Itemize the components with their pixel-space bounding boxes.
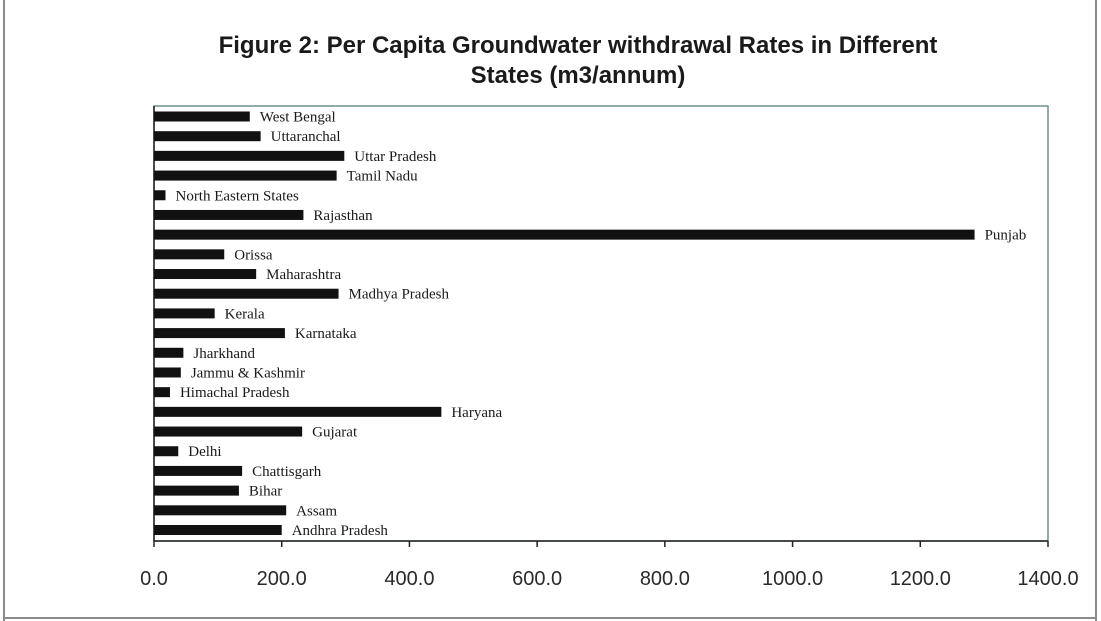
bar-jharkhand	[154, 347, 184, 358]
category-label-jammu-kashmir: Jammu & Kashmir	[191, 365, 305, 381]
x-tick-label: 1000.0	[762, 568, 823, 590]
bar-punjab	[154, 229, 975, 240]
bar-jammu-kashmir	[154, 367, 181, 378]
bar-orissa	[154, 249, 225, 260]
category-label-karnataka: Karnataka	[295, 326, 357, 342]
bar-karnataka	[154, 328, 285, 339]
category-label-orissa: Orissa	[234, 247, 273, 263]
bar-uttar-pradesh	[154, 150, 345, 161]
bar-andhra-pradesh	[154, 525, 282, 535]
x-tick-label: 400.0	[384, 568, 434, 590]
category-label-andhra-pradesh: Andhra Pradesh	[292, 523, 389, 539]
bar-north-eastern-states	[154, 190, 166, 201]
bar-maharashtra	[154, 269, 257, 280]
bar-tamil-nadu	[154, 170, 337, 181]
x-tick-label: 800.0	[640, 568, 690, 590]
bar-chattisgarh	[154, 465, 243, 476]
bar-delhi	[154, 446, 179, 457]
bar-madhya-pradesh	[154, 288, 339, 299]
bar-rajasthan	[154, 209, 304, 220]
bar-west-bengal	[154, 111, 250, 122]
bars-group	[154, 111, 975, 535]
bar-assam	[154, 505, 287, 516]
category-label-delhi: Delhi	[188, 444, 221, 460]
category-label-chattisgarh: Chattisgarh	[252, 464, 322, 480]
category-label-kerala: Kerala	[225, 306, 265, 322]
x-tick-label: 1200.0	[890, 568, 951, 590]
bar-bihar	[154, 485, 239, 496]
category-label-punjab: Punjab	[985, 228, 1027, 244]
x-tick-label: 200.0	[257, 568, 307, 590]
x-ticks-group: 0.0 200.0 400.0 600.0 800.0 1000.0 1200.0 1400.…	[140, 541, 1079, 590]
x-tick-label: 0.0	[140, 568, 168, 590]
category-label-west-bengal: West Bengal	[260, 110, 336, 126]
chart-title-line-2: States (m3/annum)	[471, 62, 686, 89]
bar-kerala	[154, 308, 215, 319]
category-label-tamil-nadu: Tamil Nadu	[347, 169, 419, 185]
bar-haryana	[154, 406, 442, 417]
category-label-gujarat: Gujarat	[312, 425, 358, 441]
category-labels-group: West Bengal Uttaranchal Uttar Pradesh Tamil…	[175, 110, 1026, 540]
category-label-haryana: Haryana	[451, 405, 502, 421]
category-label-rajasthan: Rajasthan	[313, 208, 373, 224]
category-label-madhya-pradesh: Madhya Pradesh	[349, 287, 450, 303]
category-label-north-eastern-states: North Eastern States	[175, 188, 298, 204]
bar-himachal-pradesh	[154, 387, 170, 398]
category-label-maharashtra: Maharashtra	[266, 267, 341, 283]
category-label-uttar-pradesh: Uttar Pradesh	[354, 149, 437, 165]
chart-title-line-1: Figure 2: Per Capita Groundwater withdra…	[219, 32, 938, 59]
category-label-uttaranchal: Uttaranchal	[271, 129, 341, 145]
x-tick-label: 1400.0	[1017, 568, 1078, 590]
category-label-himachal-pradesh: Himachal Pradesh	[180, 385, 290, 401]
bar-uttaranchal	[154, 131, 261, 142]
bar-gujarat	[154, 426, 303, 437]
category-label-bihar: Bihar	[249, 484, 282, 500]
category-label-assam: Assam	[296, 503, 337, 519]
category-label-jharkhand: Jharkhand	[193, 346, 255, 362]
x-tick-label: 600.0	[512, 568, 562, 590]
